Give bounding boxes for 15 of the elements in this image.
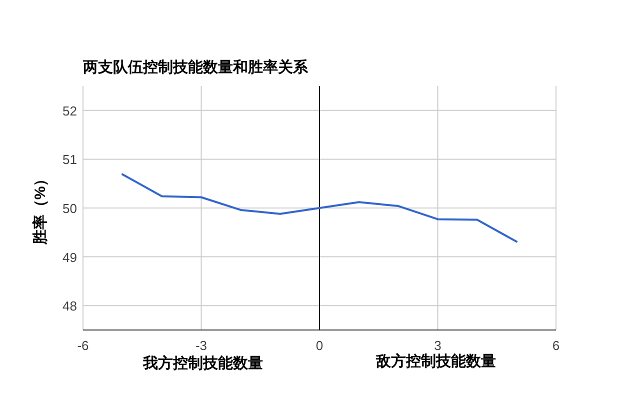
text: 敌方控制技能数量 [375,352,496,370]
x-tick-label: 0 [316,338,324,353]
line-series [121,173,518,243]
y-tick-label: 51 [62,152,77,168]
y-tick-label: 50 [62,201,77,216]
x-tick-label: 3 [434,338,442,353]
y-axis-title: 胜率（%） [31,171,49,246]
y-tick-label: 49 [62,250,77,265]
y-tick-label: 48 [62,298,77,314]
x-tick-label: -6 [77,338,89,353]
y-tick-label: 52 [62,103,77,118]
text: 我方控制技能数量 [142,354,263,372]
x-tick-label: 6 [552,338,560,353]
x-tick-label: -3 [195,338,208,353]
chart-title: 两支队伍控制技能数量和胜率关系 [82,58,309,76]
